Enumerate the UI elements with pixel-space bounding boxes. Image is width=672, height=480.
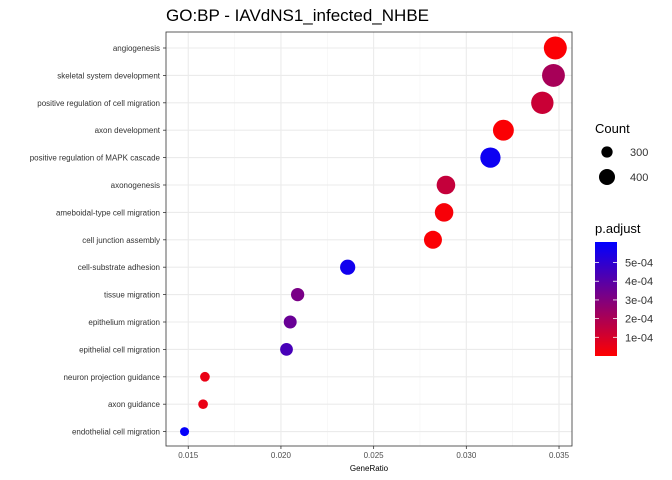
count-legend-label: 300 [630,147,648,159]
x-tick-label: 0.030 [456,451,477,460]
p-adjust-legend: p.adjust 1e-04 2e-04 3e-04 4e-04 5e-04 [595,221,653,356]
data-point-axonogenesis [436,175,456,195]
data-point-positive-regulation-of-mapk-cascade [480,147,501,168]
data-point-axon-development [492,119,514,141]
data-point-epithelium-migration [283,315,297,329]
grid [166,32,572,446]
data-point-skeletal-system-development [542,63,565,87]
data-point-endothelial-cell-migration [180,427,190,437]
y-tick-label: axon development [95,126,161,135]
x-tick-label: 0.015 [178,451,199,460]
y-axis-labels: angiogenesis skeletal system development p… [30,44,166,437]
y-tick-label: axonogenesis [111,181,160,190]
data-point-epithelial-cell-migration [280,343,293,356]
y-tick-label: skeletal system development [57,71,160,80]
count-legend-title: Count [595,121,630,136]
y-tick-label: positive regulation of MAPK cascade [30,154,161,163]
y-tick-label: endothelial cell migration [72,428,160,437]
y-tick-label: positive regulation of cell migration [37,99,160,108]
x-axis-ticks: 0.015 0.020 0.025 0.030 0.035 [178,446,570,460]
p-adjust-legend-label: 2e-04 [625,314,653,326]
p-adjust-legend-label: 3e-04 [625,295,653,307]
data-point-cell-substrate-adhesion [340,259,356,275]
p-adjust-colorbar [595,242,617,356]
x-tick-label: 0.020 [271,451,292,460]
y-tick-label: tissue migration [104,291,160,300]
y-tick-label: neuron projection guidance [63,373,160,382]
chart-title: GO:BP - IAVdNS1_infected_NHBE [166,6,429,25]
x-tick-label: 0.035 [549,451,570,460]
count-legend-label: 400 [630,172,648,184]
data-points [180,36,567,437]
data-point-cell-junction-assembly [423,230,442,249]
y-tick-label: ameboidal-type cell migration [56,208,160,217]
y-tick-label: angiogenesis [113,44,160,53]
data-point-neuron-projection-guidance [200,371,210,382]
count-legend-key [601,146,613,158]
count-legend-key [598,168,616,186]
x-axis-title: GeneRatio [350,464,389,473]
p-adjust-legend-label: 5e-04 [625,258,653,270]
data-point-positive-regulation-of-cell-migration [531,91,554,114]
count-legend: Count 300 400 [595,121,648,186]
p-adjust-legend-label: 1e-04 [625,332,653,344]
data-point-axon-guidance [198,399,208,410]
p-adjust-legend-label: 4e-04 [625,276,653,288]
p-adjust-legend-title: p.adjust [595,221,641,236]
data-point-tissue-migration [290,287,305,302]
data-point-angiogenesis [543,36,567,60]
y-tick-label: axon guidance [108,400,161,409]
y-tick-label: epithelium migration [88,318,160,327]
data-point-ameboidal-type-cell-migration [434,203,454,222]
plot-panel-border [165,31,573,447]
x-tick-label: 0.025 [364,451,385,460]
y-tick-label: cell-substrate adhesion [78,263,160,272]
y-tick-label: epithelial cell migration [79,345,160,354]
y-tick-label: cell junction assembly [82,236,160,245]
